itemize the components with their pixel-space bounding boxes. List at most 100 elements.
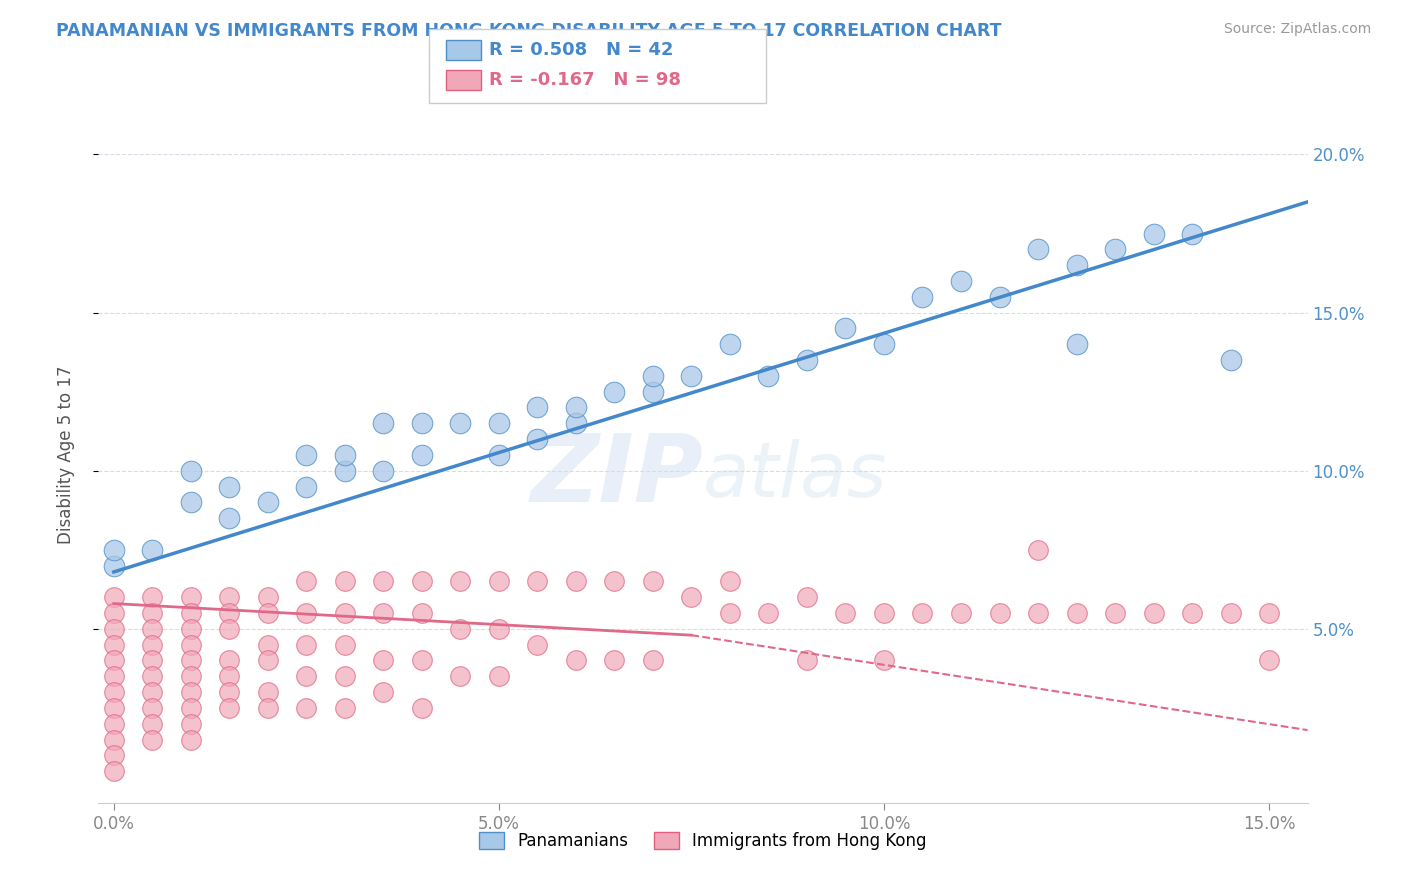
Point bbox=[333, 701, 356, 715]
Point bbox=[103, 732, 125, 747]
Point bbox=[373, 464, 395, 478]
Point bbox=[834, 321, 856, 335]
Point bbox=[373, 606, 395, 620]
Point bbox=[295, 606, 318, 620]
Point bbox=[411, 606, 433, 620]
Point bbox=[411, 448, 433, 462]
Point bbox=[950, 274, 973, 288]
Point bbox=[1026, 542, 1049, 557]
Point bbox=[796, 653, 818, 667]
Point bbox=[373, 685, 395, 699]
Point bbox=[1026, 606, 1049, 620]
Point bbox=[449, 669, 471, 683]
Point bbox=[257, 685, 280, 699]
Point bbox=[1181, 227, 1204, 241]
Point bbox=[180, 464, 202, 478]
Point bbox=[488, 622, 510, 636]
Point bbox=[218, 669, 240, 683]
Point bbox=[218, 685, 240, 699]
Point bbox=[1219, 353, 1241, 368]
Point bbox=[988, 290, 1011, 304]
Point bbox=[141, 606, 163, 620]
Point bbox=[565, 653, 588, 667]
Point bbox=[295, 574, 318, 589]
Point bbox=[1104, 606, 1126, 620]
Point bbox=[141, 685, 163, 699]
Point bbox=[103, 764, 125, 779]
Point bbox=[141, 701, 163, 715]
Point bbox=[641, 368, 664, 383]
Point bbox=[103, 685, 125, 699]
Point bbox=[1181, 606, 1204, 620]
Text: atlas: atlas bbox=[703, 439, 887, 513]
Point bbox=[333, 574, 356, 589]
Point bbox=[488, 417, 510, 431]
Point bbox=[180, 638, 202, 652]
Point bbox=[257, 638, 280, 652]
Point bbox=[180, 591, 202, 605]
Point bbox=[1142, 227, 1164, 241]
Point bbox=[911, 606, 934, 620]
Point bbox=[1066, 337, 1088, 351]
Point bbox=[411, 653, 433, 667]
Point bbox=[141, 653, 163, 667]
Point bbox=[411, 417, 433, 431]
Point bbox=[603, 574, 626, 589]
Text: PANAMANIAN VS IMMIGRANTS FROM HONG KONG DISABILITY AGE 5 TO 17 CORRELATION CHART: PANAMANIAN VS IMMIGRANTS FROM HONG KONG … bbox=[56, 22, 1001, 40]
Point bbox=[333, 669, 356, 683]
Point bbox=[103, 701, 125, 715]
Point bbox=[257, 591, 280, 605]
Point bbox=[103, 669, 125, 683]
Point bbox=[218, 606, 240, 620]
Point bbox=[141, 732, 163, 747]
Point bbox=[180, 622, 202, 636]
Point bbox=[411, 701, 433, 715]
Point bbox=[641, 384, 664, 399]
Point bbox=[449, 417, 471, 431]
Point bbox=[873, 337, 896, 351]
Point bbox=[603, 384, 626, 399]
Point bbox=[103, 622, 125, 636]
Point bbox=[218, 653, 240, 667]
Point bbox=[141, 622, 163, 636]
Point bbox=[103, 748, 125, 763]
Point bbox=[333, 448, 356, 462]
Point bbox=[718, 606, 741, 620]
Point bbox=[988, 606, 1011, 620]
Point bbox=[103, 716, 125, 731]
Point bbox=[526, 401, 548, 415]
Point bbox=[180, 685, 202, 699]
Point bbox=[1219, 606, 1241, 620]
Point bbox=[141, 542, 163, 557]
Point bbox=[295, 701, 318, 715]
Point bbox=[333, 464, 356, 478]
Point bbox=[218, 511, 240, 525]
Point bbox=[718, 574, 741, 589]
Point bbox=[603, 653, 626, 667]
Point bbox=[180, 732, 202, 747]
Point bbox=[526, 574, 548, 589]
Point bbox=[103, 591, 125, 605]
Point bbox=[911, 290, 934, 304]
Point bbox=[758, 606, 780, 620]
Point bbox=[565, 574, 588, 589]
Point bbox=[103, 606, 125, 620]
Point bbox=[257, 701, 280, 715]
Point bbox=[103, 542, 125, 557]
Point bbox=[565, 401, 588, 415]
Point bbox=[488, 448, 510, 462]
Point bbox=[103, 653, 125, 667]
Point bbox=[218, 479, 240, 493]
Point bbox=[796, 353, 818, 368]
Text: R = -0.167   N = 98: R = -0.167 N = 98 bbox=[489, 71, 682, 89]
Point bbox=[1066, 258, 1088, 272]
Point bbox=[257, 606, 280, 620]
Point bbox=[295, 638, 318, 652]
Point bbox=[373, 574, 395, 589]
Point bbox=[1104, 243, 1126, 257]
Point bbox=[141, 716, 163, 731]
Legend: Panamanians, Immigrants from Hong Kong: Panamanians, Immigrants from Hong Kong bbox=[472, 826, 934, 857]
Point bbox=[796, 591, 818, 605]
Text: Source: ZipAtlas.com: Source: ZipAtlas.com bbox=[1223, 22, 1371, 37]
Point bbox=[565, 417, 588, 431]
